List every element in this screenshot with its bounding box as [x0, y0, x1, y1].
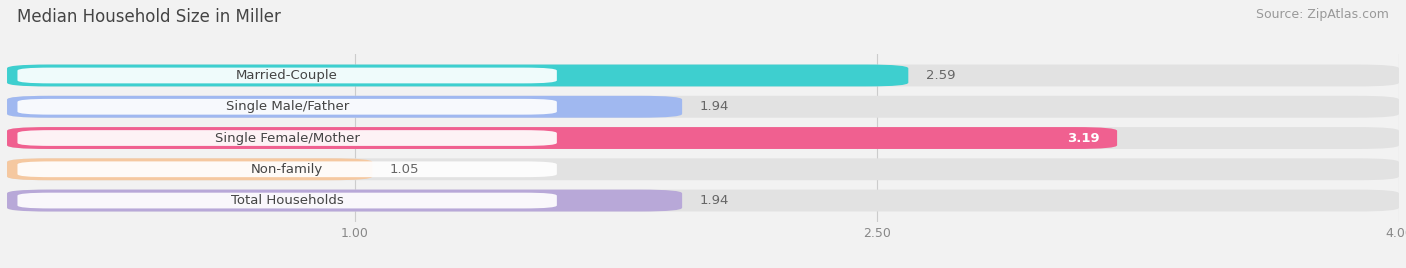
Text: 1.94: 1.94	[700, 100, 728, 113]
Text: Single Female/Mother: Single Female/Mother	[215, 132, 360, 144]
FancyBboxPatch shape	[7, 158, 1399, 180]
FancyBboxPatch shape	[17, 99, 557, 115]
FancyBboxPatch shape	[7, 127, 1118, 149]
Text: 1.05: 1.05	[389, 163, 419, 176]
Text: Single Male/Father: Single Male/Father	[225, 100, 349, 113]
FancyBboxPatch shape	[17, 130, 557, 146]
FancyBboxPatch shape	[17, 193, 557, 209]
Text: Non-family: Non-family	[252, 163, 323, 176]
FancyBboxPatch shape	[7, 127, 1399, 149]
FancyBboxPatch shape	[7, 190, 1399, 211]
Text: Source: ZipAtlas.com: Source: ZipAtlas.com	[1256, 8, 1389, 21]
FancyBboxPatch shape	[7, 190, 682, 211]
Text: Median Household Size in Miller: Median Household Size in Miller	[17, 8, 281, 26]
Text: 1.94: 1.94	[700, 194, 728, 207]
Text: 2.59: 2.59	[925, 69, 955, 82]
FancyBboxPatch shape	[7, 65, 908, 86]
Text: 3.19: 3.19	[1067, 132, 1099, 144]
FancyBboxPatch shape	[7, 96, 1399, 118]
FancyBboxPatch shape	[7, 96, 682, 118]
FancyBboxPatch shape	[17, 161, 557, 177]
FancyBboxPatch shape	[7, 158, 373, 180]
Text: Married-Couple: Married-Couple	[236, 69, 337, 82]
FancyBboxPatch shape	[7, 65, 1399, 86]
Text: Total Households: Total Households	[231, 194, 343, 207]
FancyBboxPatch shape	[17, 68, 557, 83]
